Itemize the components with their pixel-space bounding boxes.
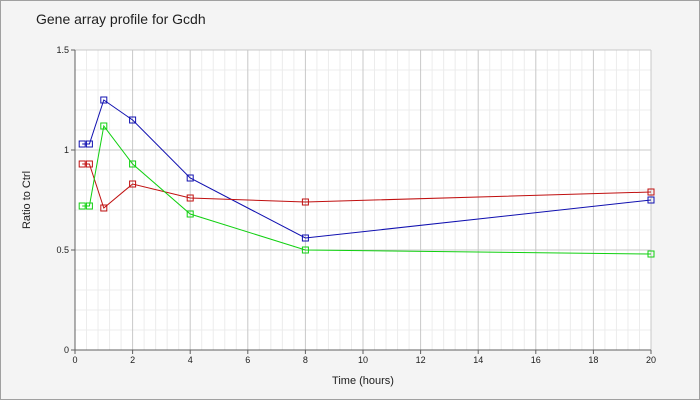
x-tick-label: 0 (72, 355, 77, 365)
series-line (82, 124, 652, 255)
series-1 (78, 96, 655, 242)
y-tick-label: 0.5 (56, 245, 69, 255)
x-axis-ticks: 0 2 4 6 8 10 12 14 16 18 20 (72, 350, 656, 365)
data-point (85, 140, 93, 148)
x-tick-label: 4 (188, 355, 193, 365)
x-tick-label: 18 (588, 355, 598, 365)
data-point (100, 122, 108, 130)
data-point (129, 116, 137, 124)
data-point (301, 246, 309, 254)
series-layer (78, 96, 655, 258)
minor-grid (75, 50, 651, 350)
y-tick-label: 0 (64, 345, 69, 355)
y-axis-label: Ratio to Ctrl (21, 171, 33, 229)
x-tick-label: 12 (416, 355, 426, 365)
data-point (129, 180, 137, 188)
x-tick-label: 20 (646, 355, 656, 365)
data-point (301, 234, 309, 242)
data-point (647, 250, 655, 258)
x-tick-label: 16 (531, 355, 541, 365)
series-line (82, 163, 652, 209)
x-tick-label: 8 (303, 355, 308, 365)
series-line (82, 99, 652, 239)
data-point (78, 202, 86, 210)
data-point (78, 140, 86, 148)
chart-title: Gene array profile for Gcdh (36, 11, 206, 27)
x-tick-label: 6 (245, 355, 250, 365)
x-tick-label: 2 (130, 355, 135, 365)
data-point (186, 210, 194, 218)
x-tick-label: 14 (473, 355, 483, 365)
data-point (186, 174, 194, 182)
data-point (85, 202, 93, 210)
data-point (78, 160, 86, 168)
x-axis-label: Time (hours) (332, 375, 394, 387)
data-point (647, 196, 655, 204)
y-tick-label: 1.5 (56, 45, 69, 55)
y-tick-label: 1 (64, 145, 69, 155)
y-axis-ticks: 0 0.5 1 1.5 (56, 45, 75, 355)
data-point (100, 96, 108, 104)
x-tick-label: 10 (358, 355, 368, 365)
data-point (129, 160, 137, 168)
series-2 (78, 160, 655, 212)
data-point (647, 188, 655, 196)
data-point (85, 160, 93, 168)
series-3 (78, 122, 655, 258)
data-point (100, 204, 108, 212)
data-point (186, 194, 194, 202)
data-point (301, 198, 309, 206)
major-grid (75, 49, 652, 350)
